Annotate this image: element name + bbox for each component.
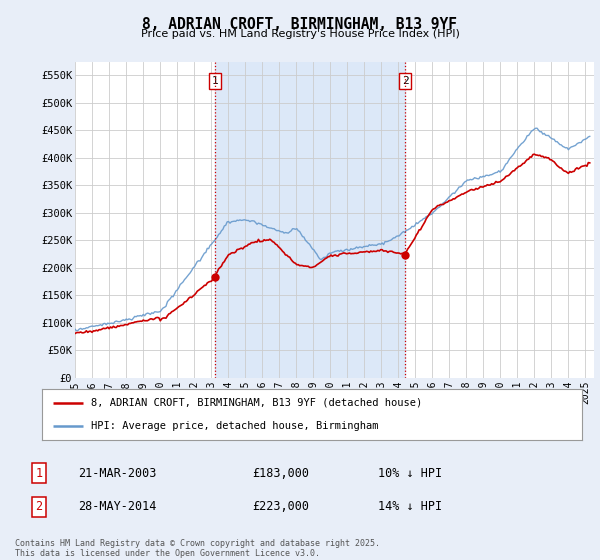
Text: 1: 1 (35, 466, 43, 480)
Text: Price paid vs. HM Land Registry's House Price Index (HPI): Price paid vs. HM Land Registry's House … (140, 29, 460, 39)
Text: 14% ↓ HPI: 14% ↓ HPI (378, 500, 442, 514)
Text: 1: 1 (211, 76, 218, 86)
Text: 10% ↓ HPI: 10% ↓ HPI (378, 466, 442, 480)
Text: £183,000: £183,000 (252, 466, 309, 480)
Text: HPI: Average price, detached house, Birmingham: HPI: Average price, detached house, Birm… (91, 421, 378, 431)
Text: 21-MAR-2003: 21-MAR-2003 (78, 466, 157, 480)
Text: 28-MAY-2014: 28-MAY-2014 (78, 500, 157, 514)
Bar (215, 62, 405, 378)
Text: 8, ADRIAN CROFT, BIRMINGHAM, B13 9YF: 8, ADRIAN CROFT, BIRMINGHAM, B13 9YF (143, 17, 458, 32)
Text: 8, ADRIAN CROFT, BIRMINGHAM, B13 9YF (detached house): 8, ADRIAN CROFT, BIRMINGHAM, B13 9YF (de… (91, 398, 422, 408)
Text: 2: 2 (35, 500, 43, 514)
Text: Contains HM Land Registry data © Crown copyright and database right 2025.
This d: Contains HM Land Registry data © Crown c… (15, 539, 380, 558)
Text: 2: 2 (402, 76, 409, 86)
Text: £223,000: £223,000 (252, 500, 309, 514)
